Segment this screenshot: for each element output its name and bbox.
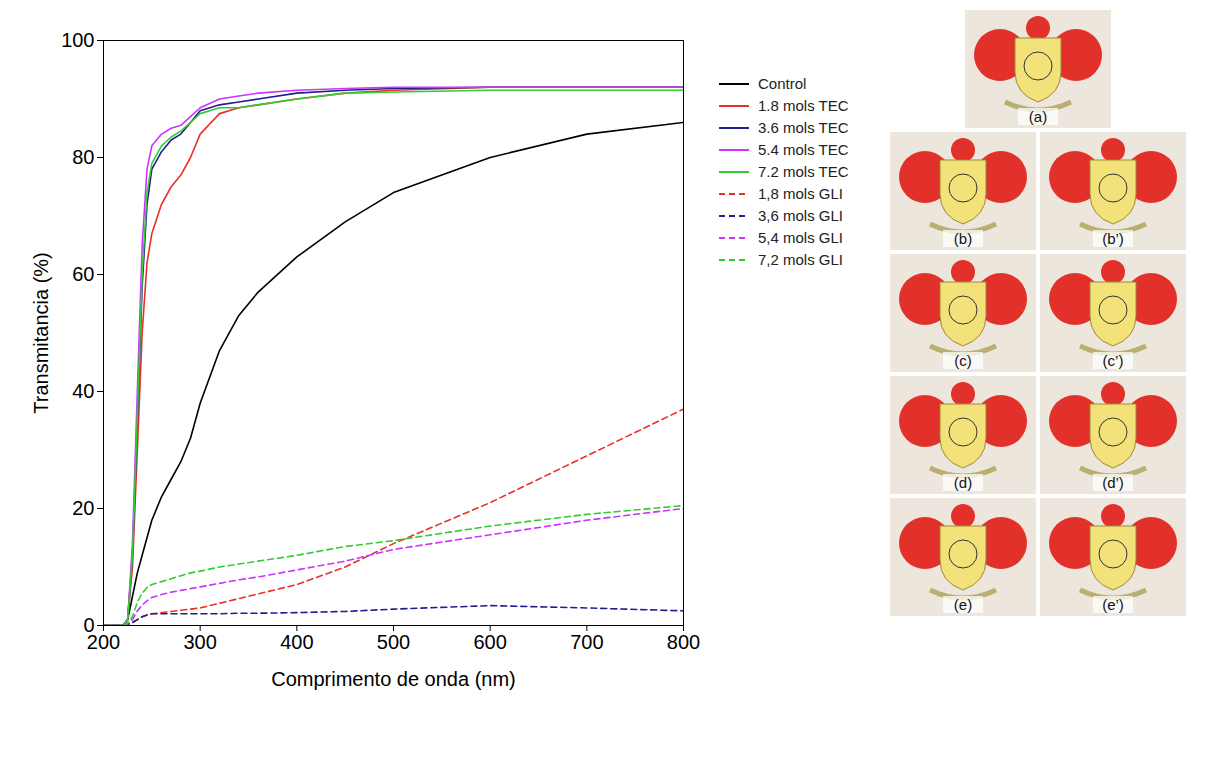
html-text:5.4 mols TEC: 5.4 mols TEC	[758, 141, 849, 158]
svg-text:40: 40	[72, 380, 94, 402]
svg-text:500: 500	[377, 631, 410, 653]
html-text:7.2 mols TEC: 7.2 mols TEC	[758, 163, 849, 180]
html-text:(d): (d)	[953, 474, 973, 491]
html-text:3.6 mols TEC: 3.6 mols TEC	[758, 119, 849, 136]
html-text:(e): (e)	[953, 596, 973, 613]
svg-text:700: 700	[570, 631, 603, 653]
html-text:7,2 mols GLI: 7,2 mols GLI	[758, 251, 843, 268]
html-text:(e’): (e’)	[1102, 596, 1124, 613]
html-text:Control: Control	[758, 75, 807, 92]
svg-text:20: 20	[72, 497, 94, 519]
html-text:(b): (b)	[953, 230, 973, 247]
html-text:1.8 mols TEC: 1.8 mols TEC	[758, 97, 849, 114]
svg-text:80: 80	[72, 146, 94, 168]
svg-text:400: 400	[280, 631, 313, 653]
html-text:1,8 mols GLI: 1,8 mols GLI	[758, 185, 843, 202]
svg-text:Comprimento de onda (nm): Comprimento de onda (nm)	[271, 668, 516, 690]
html-text:(c): (c)	[954, 352, 972, 369]
svg-text:60: 60	[72, 263, 94, 285]
svg-text:300: 300	[183, 631, 216, 653]
svg-text:Transmitancia (%): Transmitancia (%)	[30, 252, 52, 414]
svg-text:800: 800	[667, 631, 700, 653]
html-text:3,6 mols GLI: 3,6 mols GLI	[758, 207, 843, 224]
svg-text:0: 0	[83, 613, 95, 636]
html-text:5,4 mols GLI: 5,4 mols GLI	[758, 229, 843, 246]
html-text:(b’): (b’)	[1102, 230, 1124, 247]
html-text:(d’): (d’)	[1102, 474, 1124, 491]
html-text:(a): (a)	[1028, 108, 1048, 125]
html-text:(c’): (c’)	[1102, 352, 1124, 369]
svg-text:100: 100	[61, 29, 94, 51]
svg-text:600: 600	[473, 631, 506, 653]
svg-text:200: 200	[87, 631, 120, 653]
